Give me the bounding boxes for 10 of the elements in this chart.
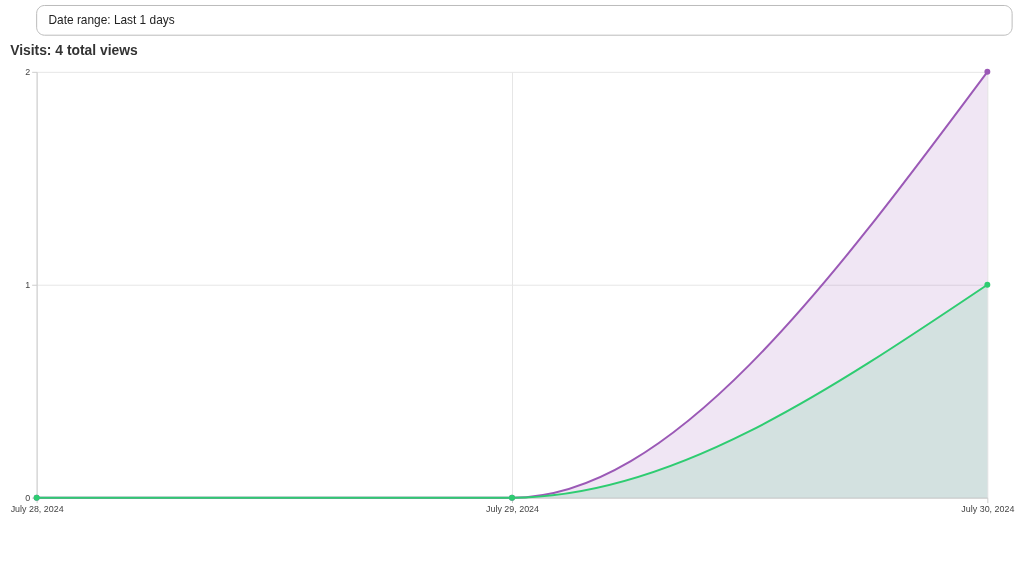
point (984, 281, 991, 288)
y-tick-label: 0 (25, 493, 31, 504)
chart-title: Visits: 4 total views (10, 42, 139, 59)
y-tick-label: 1 (25, 280, 31, 291)
text: Date range: Last 1 days (48, 13, 175, 28)
x-tick-label: July 30, 2024 (961, 504, 1015, 515)
y-tick-label: 2 (25, 67, 31, 78)
point (984, 68, 991, 75)
x-tick-label: July 28, 2024 (10, 504, 64, 515)
x-tick-label: July 29, 2024 (486, 504, 540, 515)
